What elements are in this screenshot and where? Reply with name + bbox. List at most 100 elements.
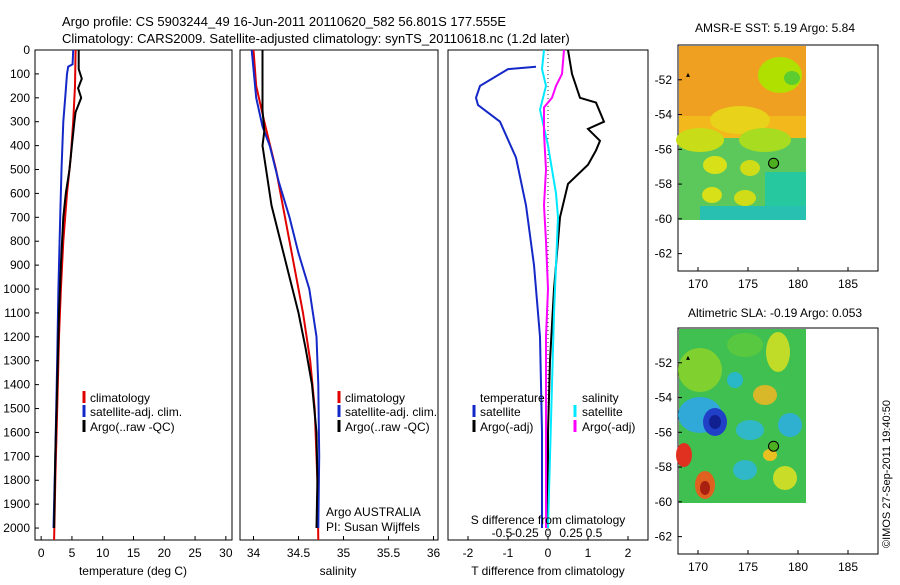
series-line-argo-raw-qc- [53,50,83,529]
x-tick-label: 5 [69,546,76,560]
depth-tick-label: 1400 [3,378,30,392]
salinity-axes-box [239,49,439,541]
depth-tick-label: 1700 [3,449,30,463]
sst-patch [784,71,800,85]
difference-panel: -2 -1 0 1 2 -0.5-0.25 0 0.25 0.5 S difference fr… [447,49,649,578]
imos-timestamp: ©IMOS 27-Sep-2011 19:40:50 [881,400,893,548]
legend-title-temperature: temperature [480,391,545,405]
depth-tick-label: 1000 [3,282,30,296]
s-diff-tick-label: -0.5 [492,526,513,540]
sst-patch [710,106,770,134]
s-diff-tick-label: 0.5 [586,526,603,540]
temperature-x-label: temperature (deg C) [79,564,187,578]
depth-tick-label: 0 [23,43,30,57]
t-diff-tick-label: 1 [585,546,592,560]
map-lon-label: 180 [788,560,808,574]
sla-patch [773,466,797,490]
sla-map-axes: 170 175 180 185 -52 -54 -56 -58 -60 -62 [655,356,859,574]
depth-tick-label: 800 [10,234,30,248]
sst-patch [734,190,756,206]
sla-field: ▴ [676,329,806,503]
map-lat-label: -54 [655,391,673,405]
s-diff-tick-label: 0 [545,526,552,540]
salinity-x-label: salinity [320,564,357,578]
series-line-satellite-adj-clim- [250,49,321,529]
sla-patch [733,460,757,480]
sla-float-dot: ▴ [686,353,690,362]
series-line-temperature-argo-adj- [547,49,606,528]
t-diff-tick-label: 2 [625,546,632,560]
sst-patch [740,160,760,176]
map-lon-label: 175 [738,277,758,291]
depth-tick-label: 1100 [4,306,30,320]
sst-field: ▴ [676,46,806,220]
sla-patch [676,443,692,467]
x-tick-label: 34.5 [287,546,311,560]
sst-patch [702,187,722,203]
map-lat-label: -60 [655,212,673,226]
sst-patch [739,128,791,152]
map-lat-label: -52 [655,356,673,370]
legend-label-t-satellite: satellite [480,405,521,419]
legend-label-satellite: satellite-adj. clim. [90,405,182,419]
sla-patch [778,413,802,437]
legend-title-salinity: salinity [582,391,619,405]
depth-tick-label: 1500 [3,402,30,416]
x-tick-label: 10 [96,546,110,560]
sst-argo-location-marker [768,157,780,169]
header-line-2: Climatology: CARS2009. Satellite-adjuste… [62,31,570,46]
series-line-temperature-satellite [474,65,543,528]
difference-legend: temperature satellite Argo(-adj) salinit… [472,391,635,434]
map-lon-label: 175 [738,560,758,574]
sst-map-title: AMSR-E SST: 5.19 Argo: 5.84 [695,21,855,35]
x-tick-label: 15 [127,546,141,560]
x-tick-label: 35 [337,546,351,560]
series-line-argo-raw-qc- [261,50,319,529]
depth-tick-label: 500 [10,163,30,177]
depth-tick-label: 300 [10,115,30,129]
sla-patch [766,332,790,372]
sla-patch [700,481,710,495]
difference-x-axis: -2 -1 0 1 2 -0.5-0.25 0 0.25 0.5 [463,526,632,560]
map-lat-label: -56 [655,425,673,439]
sla-argo-location-marker [768,440,780,452]
sla-patch [727,333,763,357]
depth-tick-label: 1800 [3,473,30,487]
x-tick-label: 35.5 [377,546,401,560]
sla-patch [753,385,777,405]
depth-tick-label: 2000 [3,521,30,535]
t-diff-tick-label: -1 [503,546,514,560]
sst-map-axes: 170 175 180 185 -52 -54 -56 -58 -60 -62 [655,73,859,291]
salinity-panel: 34 34.5 35 35.5 36 salinity climatology sate… [239,49,440,578]
temperature-axes-box [34,49,233,541]
map-lat-label: -54 [655,108,673,122]
temperature-panel: 0100200300400500600700800900100011001200… [3,43,233,578]
depth-tick-label: 1300 [3,354,30,368]
series-line-salinity-satellite [538,49,560,529]
salinity-x-axis: 34 34.5 35 35.5 36 [247,536,440,560]
sla-map-title: Altimetric SLA: -0.19 Argo: 0.053 [688,306,862,320]
map-lat-label: -62 [655,530,673,544]
depth-tick-label: 1900 [3,497,30,511]
sst-patch [700,206,806,220]
depth-tick-label: 200 [10,91,30,105]
s-diff-tick-label: -0.25 [511,526,539,540]
sst-float-dot: ▴ [686,70,690,79]
depth-tick-label: 700 [10,210,30,224]
salinity-series [250,49,321,541]
depth-tick-label: 1600 [3,425,30,439]
s-diff-tick-label: 0.25 [559,526,583,540]
depth-tick-label: 900 [10,258,30,272]
x-tick-label: 30 [219,546,233,560]
sla-patch [709,415,721,429]
sla-patch [678,348,722,392]
t-difference-label: T difference from climatology [471,564,625,578]
t-diff-tick-label: -2 [463,546,474,560]
map-lat-label: -58 [655,177,673,191]
temperature-legend: climatology satellite-adj. clim. Argo(..… [82,391,182,434]
legend-label-t-argo: Argo(-adj) [480,420,533,434]
s-difference-label: S difference from climatology [471,513,626,527]
map-lon-label: 185 [838,277,858,291]
depth-tick-label: 400 [10,139,30,153]
